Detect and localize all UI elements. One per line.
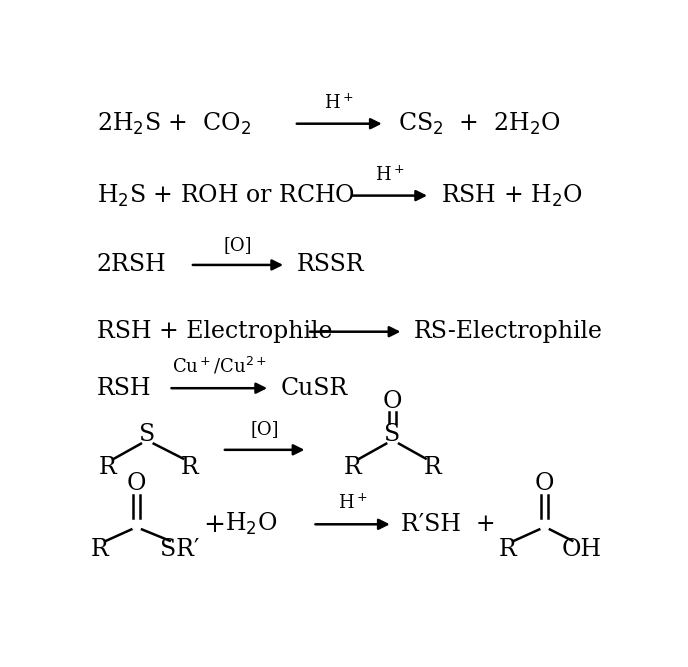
Text: R: R — [90, 538, 108, 562]
Text: H$_2$O: H$_2$O — [225, 511, 277, 538]
Text: R: R — [424, 456, 442, 480]
Text: R: R — [498, 538, 516, 562]
Text: S: S — [139, 423, 155, 446]
Text: R: R — [344, 456, 361, 480]
Text: RSH: RSH — [96, 377, 151, 400]
Text: [O]: [O] — [250, 420, 279, 438]
Text: R′SH  +: R′SH + — [400, 513, 495, 536]
Text: Cu$^+$/Cu$^{2+}$: Cu$^+$/Cu$^{2+}$ — [172, 356, 267, 377]
Text: +: + — [203, 512, 225, 537]
Text: S: S — [385, 423, 400, 446]
Text: SR′: SR′ — [160, 538, 199, 562]
Text: CuSR: CuSR — [281, 377, 348, 400]
Text: H$_2$S + ROH or RCHO: H$_2$S + ROH or RCHO — [96, 183, 354, 209]
Text: O: O — [127, 472, 147, 495]
Text: RSSR: RSSR — [297, 253, 364, 276]
Text: CS$_2$  +  2H$_2$O: CS$_2$ + 2H$_2$O — [398, 111, 561, 137]
Text: [O]: [O] — [224, 235, 252, 253]
Text: 2H$_2$S +  CO$_2$: 2H$_2$S + CO$_2$ — [96, 111, 251, 137]
Text: OH: OH — [562, 538, 602, 562]
Text: H$^+$: H$^+$ — [325, 93, 354, 113]
Text: H$^+$: H$^+$ — [338, 494, 367, 513]
Text: RSH + Electrophile: RSH + Electrophile — [96, 320, 332, 344]
Text: H$^+$: H$^+$ — [375, 165, 405, 184]
Text: RS-Electrophile: RS-Electrophile — [414, 320, 603, 344]
Text: R: R — [181, 456, 199, 480]
Text: O: O — [535, 472, 555, 495]
Text: RSH + H$_2$O: RSH + H$_2$O — [440, 183, 582, 209]
Text: 2RSH: 2RSH — [96, 253, 166, 276]
Text: R: R — [98, 456, 116, 480]
Text: O: O — [383, 390, 402, 412]
